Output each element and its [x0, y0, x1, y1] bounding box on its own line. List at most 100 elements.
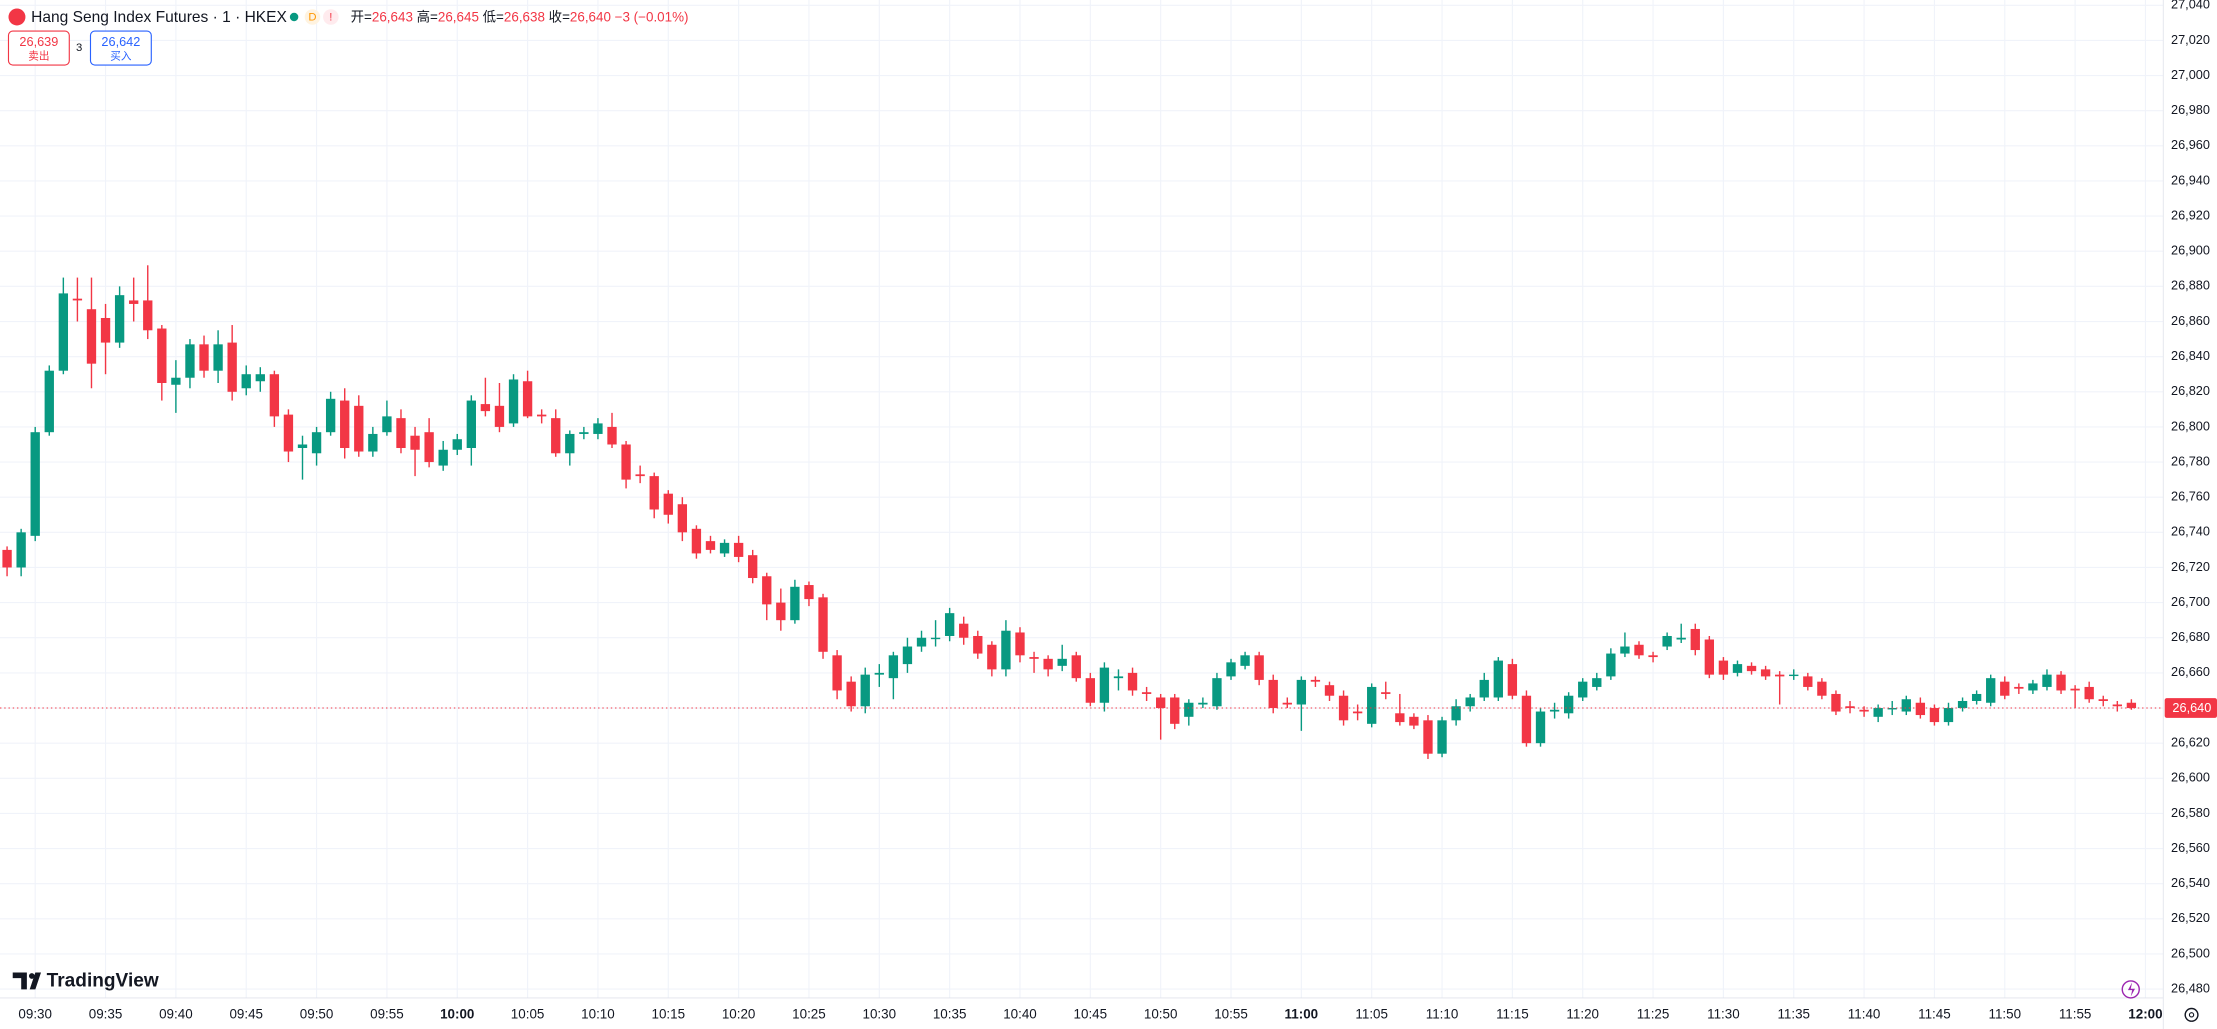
x-tick-label: 10:00: [440, 1006, 474, 1021]
x-tick-label: 10:40: [1003, 1006, 1037, 1021]
candle-body: [1395, 713, 1405, 723]
candle-body: [255, 374, 265, 382]
candle-body: [1113, 676, 1124, 679]
candle-body: [1043, 658, 1053, 670]
settings-icon[interactable]: [2184, 1007, 2199, 1022]
x-tick-label: 09:45: [229, 1006, 263, 1021]
candle-body: [86, 309, 97, 364]
sell-button[interactable]: [7, 30, 70, 66]
candle-body: [1338, 695, 1349, 721]
candle-body: [1718, 660, 1729, 675]
candle-body: [1226, 662, 1236, 677]
candle-body: [480, 404, 491, 412]
symbol-title[interactable]: Hang Seng Index Futures · 1 · HKEX: [31, 9, 287, 26]
ohlc-key: 高=: [417, 8, 438, 24]
y-tick-label: 26,720: [2171, 559, 2210, 574]
candle-body: [705, 541, 716, 550]
candle-body: [466, 400, 476, 449]
candle-body: [930, 637, 941, 640]
candle-body: [1803, 676, 1813, 687]
candle-body: [227, 342, 237, 392]
x-tick-label: 11:50: [1988, 1006, 2021, 1021]
candle-body: [649, 476, 659, 510]
y-tick-label: 26,540: [2171, 875, 2210, 890]
candle-body: [1620, 646, 1630, 654]
ohlc-key: 低=: [483, 9, 504, 24]
candle-body: [1986, 678, 1996, 703]
y-tick-label: 26,660: [2171, 664, 2210, 679]
x-tick-label: 11:30: [1707, 1006, 1740, 1021]
candle-body: [1676, 637, 1686, 640]
candle-body: [1606, 653, 1616, 677]
candle-body: [382, 416, 392, 433]
candle-body: [2084, 686, 2094, 700]
x-tick-label: 11:05: [1355, 1006, 1388, 1021]
candle-body: [551, 418, 561, 454]
candle-body: [1746, 665, 1757, 672]
x-tick-label: 12:00: [2128, 1006, 2162, 1021]
replay-icon[interactable]: [2121, 980, 2140, 999]
candle-body: [1099, 667, 1110, 703]
settings-glyph: [2188, 1012, 2195, 1018]
y-tick-label: 26,920: [2171, 207, 2210, 222]
ohlc-key: 收=: [549, 9, 570, 24]
candle-body: [269, 374, 280, 417]
y-tick-label: 26,800: [2171, 418, 2210, 433]
candle-body: [2028, 683, 2038, 691]
sell-label: 卖出: [28, 49, 49, 62]
x-tick-label: 10:35: [933, 1006, 967, 1021]
candle-body: [804, 585, 814, 600]
candle-body: [565, 433, 575, 454]
candle-body: [340, 400, 350, 449]
candle-body: [452, 439, 462, 450]
candle-body: [1409, 716, 1419, 726]
y-tick-label: 26,700: [2171, 594, 2210, 609]
candle-body: [607, 426, 617, 445]
candle-body: [1268, 679, 1278, 709]
x-tick-label: 11:00: [1285, 1006, 1319, 1021]
candle-body: [1352, 711, 1363, 714]
alert-badge: [323, 9, 339, 25]
candle-body: [1001, 630, 1011, 670]
candle-body: [593, 423, 603, 434]
y-tick-label: 26,860: [2171, 313, 2210, 328]
last-price-tag: [2164, 698, 2217, 718]
x-tick-label: 10:50: [1144, 1006, 1178, 1021]
candle-body: [311, 432, 322, 454]
candle-body: [1943, 708, 1954, 723]
candle-body: [1310, 679, 1321, 682]
candle-body: [283, 414, 294, 452]
x-tick-label: 10:10: [581, 1006, 615, 1021]
sell-price: 26,639: [19, 34, 58, 49]
candle-body: [410, 435, 420, 450]
y-tick-label: 26,560: [2171, 840, 2210, 855]
candle-body: [733, 542, 744, 557]
ohlc-key: 开=: [351, 9, 372, 24]
x-tick-label: 11:45: [1918, 1006, 1951, 1021]
candle-body: [1493, 660, 1503, 698]
candle-body: [424, 432, 434, 463]
candle-body: [1057, 658, 1067, 666]
candle-body: [1085, 678, 1095, 703]
candle-body: [1296, 679, 1307, 705]
ohlc-value: 26,645: [438, 9, 479, 24]
candle-body: [1465, 697, 1475, 707]
candle-body: [241, 374, 251, 389]
buy-button[interactable]: [89, 30, 152, 66]
last-price-label: 26,640: [2172, 700, 2211, 715]
ohlc-value: 26,643: [372, 9, 413, 24]
symbol-icon: [8, 8, 26, 26]
candle-body: [354, 405, 364, 452]
candle-body: [522, 381, 533, 417]
candle-body: [2014, 686, 2024, 689]
candle-body: [944, 613, 955, 636]
candle-body: [494, 405, 505, 427]
x-tick-label: 10:25: [792, 1006, 826, 1021]
candle-body: [1184, 702, 1194, 717]
candle-body: [1507, 664, 1518, 696]
x-tick-label: 11:10: [1426, 1006, 1459, 1021]
candle-body: [1549, 709, 1560, 712]
candle-body: [832, 655, 842, 691]
logo-text[interactable]: TradingView: [47, 971, 159, 992]
